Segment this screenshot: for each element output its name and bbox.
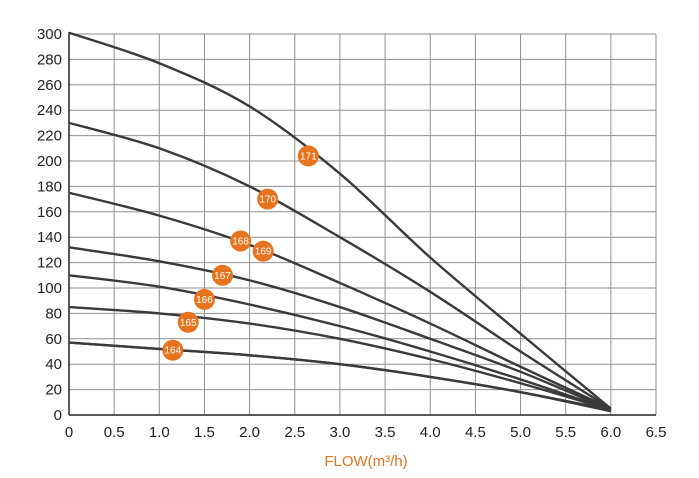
y-tick-label: 20 <box>45 382 62 399</box>
curve-badges: 171 170 169 168 167 166 165 164 <box>162 145 319 361</box>
badge-label: 168 <box>232 237 249 248</box>
x-tick-label: 5.0 <box>510 424 531 441</box>
y-tick-label: 260 <box>37 77 62 94</box>
y-tick-label: 280 <box>37 51 62 68</box>
x-tick-label: 6.0 <box>600 424 621 441</box>
x-tick-label: 1.0 <box>149 424 170 441</box>
y-tick-label: 180 <box>37 178 62 195</box>
x-tick-labels: 0 0.5 1.0 1.5 2.0 2.5 3.0 3.5 4.0 4.5 5.0 5.5 6.0 6.5 <box>65 424 667 441</box>
y-tick-label: 100 <box>37 280 62 297</box>
badge-circle <box>297 145 319 167</box>
x-axis-label: FLOW(m³/h) <box>324 453 407 470</box>
badge-circle <box>212 264 234 286</box>
x-tick-label: 4.5 <box>465 424 486 441</box>
x-tick-label: 3.0 <box>329 424 350 441</box>
curve-171 <box>68 31 612 410</box>
curve-169 <box>68 191 612 410</box>
badge-label: 166 <box>196 295 213 306</box>
badge-170: 170 <box>257 188 279 210</box>
grid-lines <box>69 33 657 415</box>
badge-label: 170 <box>259 195 276 206</box>
badge-label: 169 <box>255 247 272 258</box>
badge-167: 167 <box>212 264 234 286</box>
x-tick-label: 0.5 <box>104 424 125 441</box>
performance-curves <box>68 31 612 413</box>
curve-168 <box>68 246 612 412</box>
y-tick-label: 240 <box>37 102 62 119</box>
badge-circle <box>193 288 215 310</box>
badge-circle <box>177 311 199 333</box>
badge-171: 171 <box>297 145 319 167</box>
y-tick-label: 300 <box>37 26 62 43</box>
x-tick-label: 1.5 <box>194 424 215 441</box>
y-tick-label: 200 <box>37 153 62 170</box>
curve-164 <box>68 341 612 413</box>
curve-170 <box>68 121 612 410</box>
badge-circle <box>162 339 184 361</box>
badge-165: 165 <box>177 311 199 333</box>
badge-circle <box>252 240 274 262</box>
y-tick-label: 160 <box>37 204 62 221</box>
x-tick-label: 2.5 <box>284 424 305 441</box>
badge-circle <box>257 188 279 210</box>
y-tick-label: 220 <box>37 128 62 145</box>
axes <box>68 32 656 416</box>
badge-circle <box>230 230 252 252</box>
badge-166: 166 <box>193 288 215 310</box>
y-tick-label: 140 <box>37 229 62 246</box>
badge-168: 168 <box>230 230 252 252</box>
y-tick-label: 60 <box>45 331 62 348</box>
badge-label: 165 <box>180 318 197 329</box>
x-tick-label: 2.0 <box>239 424 260 441</box>
badge-169: 169 <box>252 240 274 262</box>
x-tick-label: 6.5 <box>646 424 667 441</box>
curve-166 <box>68 305 612 412</box>
badge-label: 171 <box>300 151 317 162</box>
y-tick-label: 80 <box>45 305 62 322</box>
y-tick-label: 0 <box>54 407 62 424</box>
y-tick-labels: 0 20 40 60 80 100 120 140 160 180 200 220 240 260 280 3… <box>37 26 62 424</box>
y-tick-label: 120 <box>37 255 62 272</box>
x-tick-label: 3.5 <box>375 424 396 441</box>
x-tick-label: 4.0 <box>420 424 441 441</box>
x-tick-label: 0 <box>65 424 73 441</box>
curve-167 <box>68 274 612 412</box>
y-tick-label: 40 <box>45 356 62 373</box>
x-tick-label: 5.5 <box>555 424 576 441</box>
badge-label: 164 <box>165 346 182 357</box>
badge-label: 167 <box>214 271 231 282</box>
badge-164: 164 <box>162 339 184 361</box>
